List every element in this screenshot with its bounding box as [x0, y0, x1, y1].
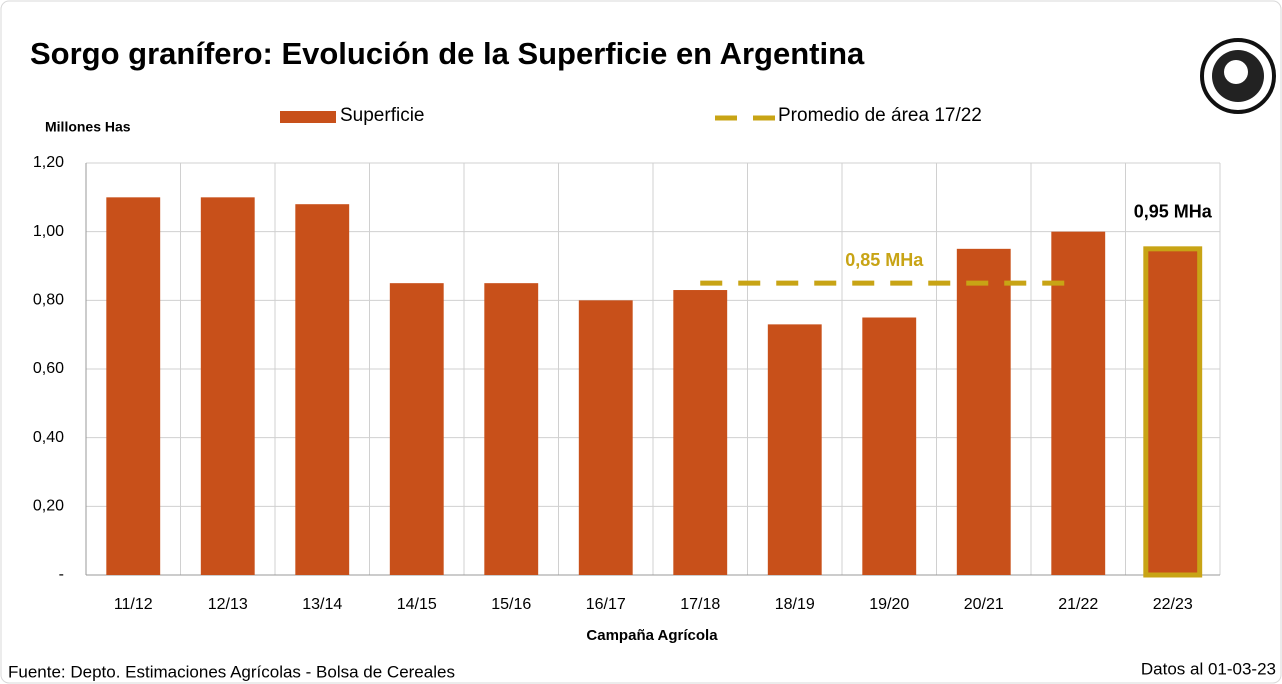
x-tick-label: 18/19 [775, 596, 815, 613]
x-tick-label: 16/17 [586, 596, 626, 613]
bar [956, 248, 1011, 576]
legend-swatch [280, 111, 336, 123]
bar [295, 204, 350, 575]
x-tick-label: 13/14 [302, 596, 342, 613]
y-tick-label: 0,80 [33, 292, 64, 309]
chart-title: Sorgo granífero: Evolución de la Superfi… [30, 36, 865, 71]
y-tick-label: 0,60 [33, 360, 64, 377]
x-tick-label: 14/15 [397, 596, 437, 613]
bar [484, 283, 539, 575]
y-tick-label: 1,20 [33, 154, 64, 171]
y-tick-label: 1,00 [33, 223, 64, 240]
annotation: 0,95 MHa [1134, 202, 1213, 222]
logo [1200, 38, 1276, 114]
bar [389, 283, 444, 575]
bar [200, 197, 255, 576]
date-note: Datos al 01-03-23 [1141, 659, 1276, 678]
x-tick-label: 22/23 [1153, 596, 1193, 613]
x-axis-label: Campaña Agrícola [586, 627, 718, 644]
x-tick-label: 12/13 [208, 596, 248, 613]
source: Fuente: Depto. Estimaciones Agrícolas - … [8, 662, 455, 681]
x-tick-label: 21/22 [1058, 596, 1098, 613]
legend-label: Promedio de área 17/22 [778, 105, 982, 126]
x-tick-label: 15/16 [491, 596, 531, 613]
x-tick-label: 20/21 [964, 596, 1004, 613]
x-tick-label: 17/18 [680, 596, 720, 613]
y-tick-label: 0,20 [33, 498, 64, 515]
y-axis-label: Millones Has [45, 119, 131, 135]
x-tick-label: 11/12 [114, 596, 153, 613]
y-tick-label: - [59, 566, 64, 583]
bar [862, 317, 917, 575]
x-tick-label: 19/20 [869, 596, 909, 613]
bar [578, 300, 633, 575]
legend-label: Superficie [340, 105, 425, 126]
annotation: 0,85 MHa [845, 250, 924, 270]
bar [1051, 231, 1106, 575]
bar [1143, 246, 1203, 578]
bar [106, 197, 161, 576]
y-tick-label: 0,40 [33, 429, 64, 446]
bar [673, 290, 728, 575]
bar [767, 324, 822, 575]
